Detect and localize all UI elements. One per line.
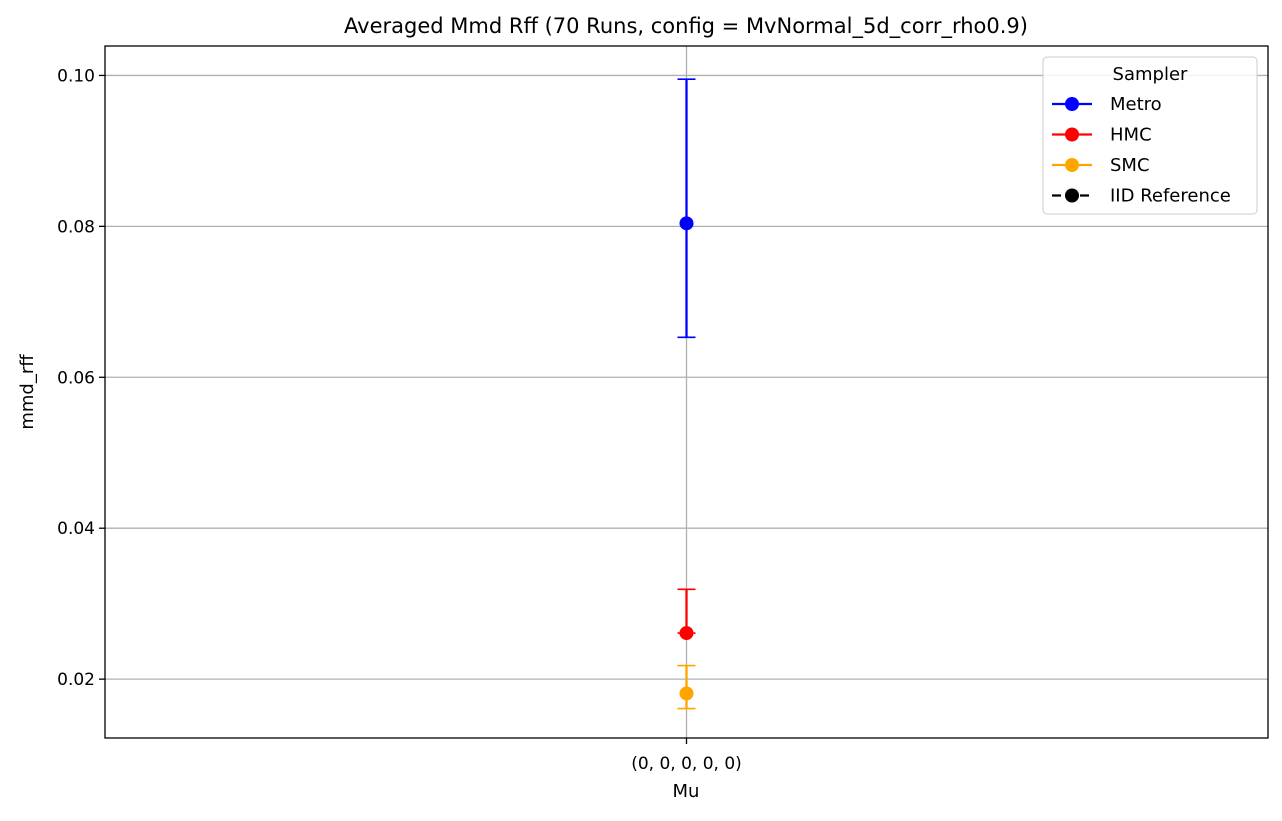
y-tick-label: 0.10 xyxy=(57,66,95,86)
metro-point xyxy=(679,216,694,231)
legend-label-metro: Metro xyxy=(1110,94,1162,115)
legend-title: Sampler xyxy=(1113,64,1188,85)
x-axis: (0, 0, 0, 0, 0) xyxy=(631,738,742,774)
y-tick-label: 0.02 xyxy=(57,670,95,690)
y-tick-label: 0.04 xyxy=(57,519,95,539)
legend: Sampler Metro HMC SMC IID Reference xyxy=(1042,56,1258,215)
legend-label-hmc: HMC xyxy=(1110,125,1152,146)
y-axis-label: mmd_rff xyxy=(17,354,38,430)
legend-marker-smc xyxy=(1065,158,1079,172)
legend-label-iid-reference: IID Reference xyxy=(1110,186,1231,207)
y-axis: 0.02 0.04 0.06 0.08 0.10 xyxy=(57,66,105,690)
hmc-point xyxy=(679,626,694,641)
x-tick-label: (0, 0, 0, 0, 0) xyxy=(631,754,742,774)
legend-box xyxy=(1042,56,1258,215)
chart-title: Averaged Mmd Rff (70 Runs, config = MvNo… xyxy=(344,14,1028,39)
smc-point xyxy=(679,686,694,701)
y-tick-label: 0.06 xyxy=(57,368,95,388)
legend-label-smc: SMC xyxy=(1110,155,1150,176)
x-axis-label: Mu xyxy=(673,781,700,802)
legend-marker-metro xyxy=(1065,97,1079,111)
legend-marker-iid-reference xyxy=(1065,188,1079,203)
legend-items: Metro HMC SMC IID Reference xyxy=(1052,94,1231,207)
legend-marker-hmc xyxy=(1065,127,1079,142)
y-tick-label: 0.08 xyxy=(57,217,95,237)
series-layer xyxy=(677,78,696,710)
